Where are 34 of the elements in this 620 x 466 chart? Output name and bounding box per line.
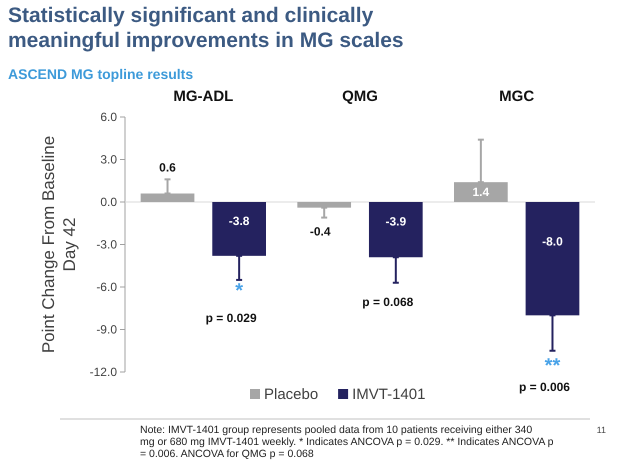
- data-label: -3.9: [385, 214, 406, 228]
- annotation: p = 0.068: [362, 295, 414, 309]
- chart-subtitle: ASCEND MG topline results: [8, 66, 194, 82]
- x-tick-label: MG-ADL: [173, 88, 234, 105]
- y-tick-label: -3.0: [96, 238, 118, 252]
- text: p = 0.006: [518, 380, 570, 394]
- y-tick-label: -12.0: [90, 365, 118, 379]
- x-tick-label: MGC: [499, 88, 534, 105]
- chart-title: Statistically significant and clinically meaningful improvements in MG scales: [8, 4, 404, 52]
- bar: [526, 202, 580, 316]
- data-label: -8.0: [542, 234, 564, 249]
- legend-label: IMVT-1401: [352, 386, 426, 403]
- text: Note: IMVT-1401 group represents pooled data from 10 patients receiving either 340 mg or 680 mg IMVT-1401 weekly. * Indicates ANCOVA p = 0.029. ** Indicates ANCOVA p = 0.006. ANCOVA for QMG p = 0.068: [140, 424, 554, 460]
- data-label: -0.4: [310, 224, 331, 239]
- data-label: 1.4: [472, 185, 490, 200]
- bar: [368, 202, 423, 258]
- bar: [454, 182, 508, 202]
- annotation: **: [544, 355, 560, 377]
- data-label: -3.8: [228, 214, 250, 228]
- y-tick-label: 3.0: [100, 152, 118, 166]
- y-tick-label: 0.0: [100, 195, 118, 209]
- y-tick-label: -9.0: [96, 322, 118, 336]
- y-axis-title: Point Change From Baseline Day 42: [39, 136, 79, 354]
- y-tick-label: -6.0: [96, 280, 118, 294]
- annotation: *: [235, 280, 244, 302]
- legend-label: Placebo: [264, 386, 318, 403]
- annotation: p = 0.029: [206, 311, 257, 325]
- text: 11: [596, 425, 606, 435]
- x-tick-label: QMG: [342, 88, 378, 105]
- bar: [212, 202, 266, 256]
- bar: [297, 202, 352, 208]
- bar: [140, 194, 194, 202]
- y-tick-label: 6.0: [100, 110, 118, 124]
- data-label: 0.6: [159, 160, 176, 174]
